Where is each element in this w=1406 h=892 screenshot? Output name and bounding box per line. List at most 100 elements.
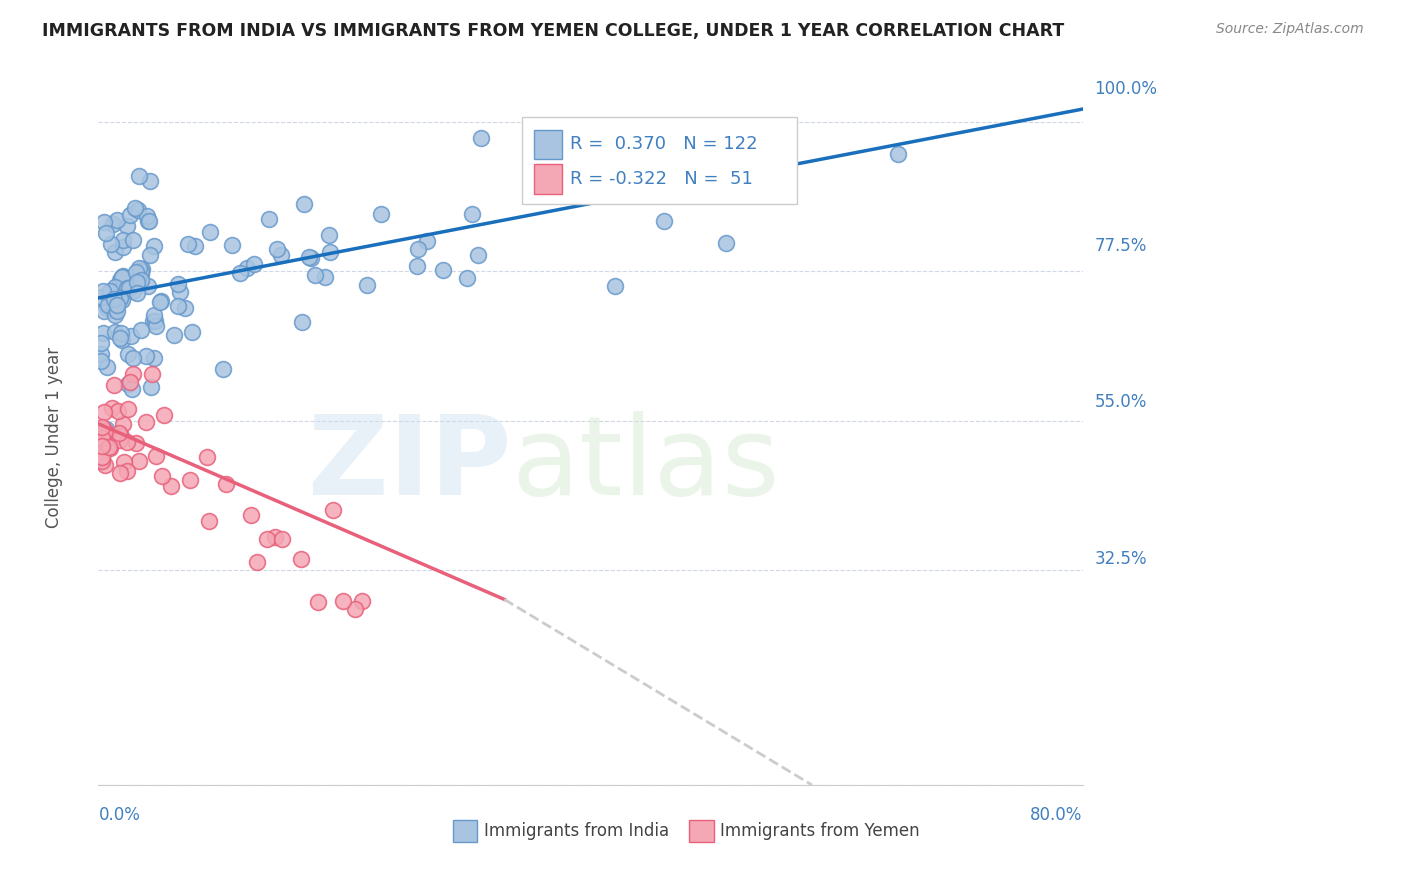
Point — [215, 477, 238, 491]
Point — [652, 213, 676, 227]
Point — [314, 270, 336, 285]
Point — [129, 273, 152, 287]
Point — [94, 422, 117, 436]
Point — [93, 304, 115, 318]
Point — [131, 261, 153, 276]
Point — [343, 602, 366, 616]
Point — [110, 293, 132, 308]
Point — [100, 236, 122, 251]
Point — [135, 415, 157, 429]
Point — [139, 174, 162, 188]
Point — [117, 376, 139, 391]
Point — [111, 333, 134, 347]
Point — [104, 280, 127, 294]
Point — [149, 295, 172, 310]
Point — [221, 238, 243, 252]
Text: 100.0%: 100.0% — [1094, 80, 1157, 98]
Point — [432, 262, 454, 277]
Point — [145, 318, 167, 333]
Point — [318, 227, 340, 242]
Point — [111, 233, 134, 247]
Point — [456, 270, 478, 285]
Text: Source: ZipAtlas.com: Source: ZipAtlas.com — [1216, 22, 1364, 37]
Point — [887, 146, 910, 161]
Point — [605, 278, 627, 293]
Point — [174, 301, 197, 315]
Point — [115, 435, 138, 450]
Point — [332, 594, 354, 608]
Point — [118, 280, 141, 294]
Point — [107, 284, 129, 298]
Point — [98, 295, 121, 310]
Point — [166, 299, 188, 313]
Point — [128, 454, 150, 468]
Point — [103, 303, 125, 318]
Point — [291, 315, 314, 329]
FancyBboxPatch shape — [522, 117, 797, 204]
Point — [405, 259, 427, 273]
Point — [138, 213, 160, 227]
Point — [179, 473, 201, 487]
Point — [467, 247, 489, 261]
Point — [304, 268, 326, 282]
Point — [111, 417, 134, 431]
Text: 77.5%: 77.5% — [1094, 236, 1147, 255]
Point — [98, 295, 121, 310]
Point — [177, 236, 200, 251]
Point — [91, 450, 114, 465]
Point — [319, 245, 342, 260]
Point — [240, 508, 263, 522]
Point — [266, 242, 288, 256]
Point — [111, 270, 134, 285]
FancyBboxPatch shape — [689, 820, 714, 842]
Point — [103, 326, 125, 340]
Point — [101, 217, 124, 231]
Point — [100, 441, 122, 455]
Point — [115, 281, 138, 295]
Point — [108, 466, 131, 480]
Text: 32.5%: 32.5% — [1094, 549, 1147, 568]
Point — [124, 201, 146, 215]
Point — [91, 290, 114, 304]
Point — [122, 233, 145, 247]
Point — [91, 420, 114, 434]
Point — [107, 304, 129, 318]
Point — [127, 275, 149, 289]
Point — [104, 244, 127, 259]
Point — [142, 351, 165, 365]
Point — [307, 595, 329, 609]
Point — [111, 239, 134, 253]
Point — [150, 468, 173, 483]
Point — [111, 293, 134, 308]
Point — [135, 349, 157, 363]
Point — [298, 250, 321, 264]
Point — [370, 206, 392, 220]
FancyBboxPatch shape — [534, 129, 562, 159]
Point — [104, 309, 127, 323]
Point — [131, 267, 153, 281]
FancyBboxPatch shape — [534, 164, 562, 194]
Point — [93, 215, 115, 229]
Point — [112, 269, 135, 284]
Point — [91, 422, 114, 436]
Point — [125, 265, 148, 279]
Text: R =  0.370   N = 122: R = 0.370 N = 122 — [569, 136, 758, 153]
FancyBboxPatch shape — [453, 820, 478, 842]
Point — [290, 552, 312, 566]
Point — [108, 273, 131, 287]
Point — [91, 450, 114, 464]
Point — [90, 335, 112, 350]
Point — [90, 346, 112, 360]
Point — [141, 367, 163, 381]
Point — [143, 314, 166, 328]
Text: R = -0.322   N =  51: R = -0.322 N = 51 — [569, 170, 752, 188]
Point — [94, 425, 117, 439]
Text: atlas: atlas — [512, 411, 780, 518]
Text: ZIP: ZIP — [308, 411, 512, 518]
Point — [108, 291, 131, 305]
Point — [118, 208, 141, 222]
Point — [128, 169, 150, 183]
Point — [322, 503, 344, 517]
Point — [122, 351, 145, 365]
Text: College, Under 1 year: College, Under 1 year — [45, 346, 63, 528]
